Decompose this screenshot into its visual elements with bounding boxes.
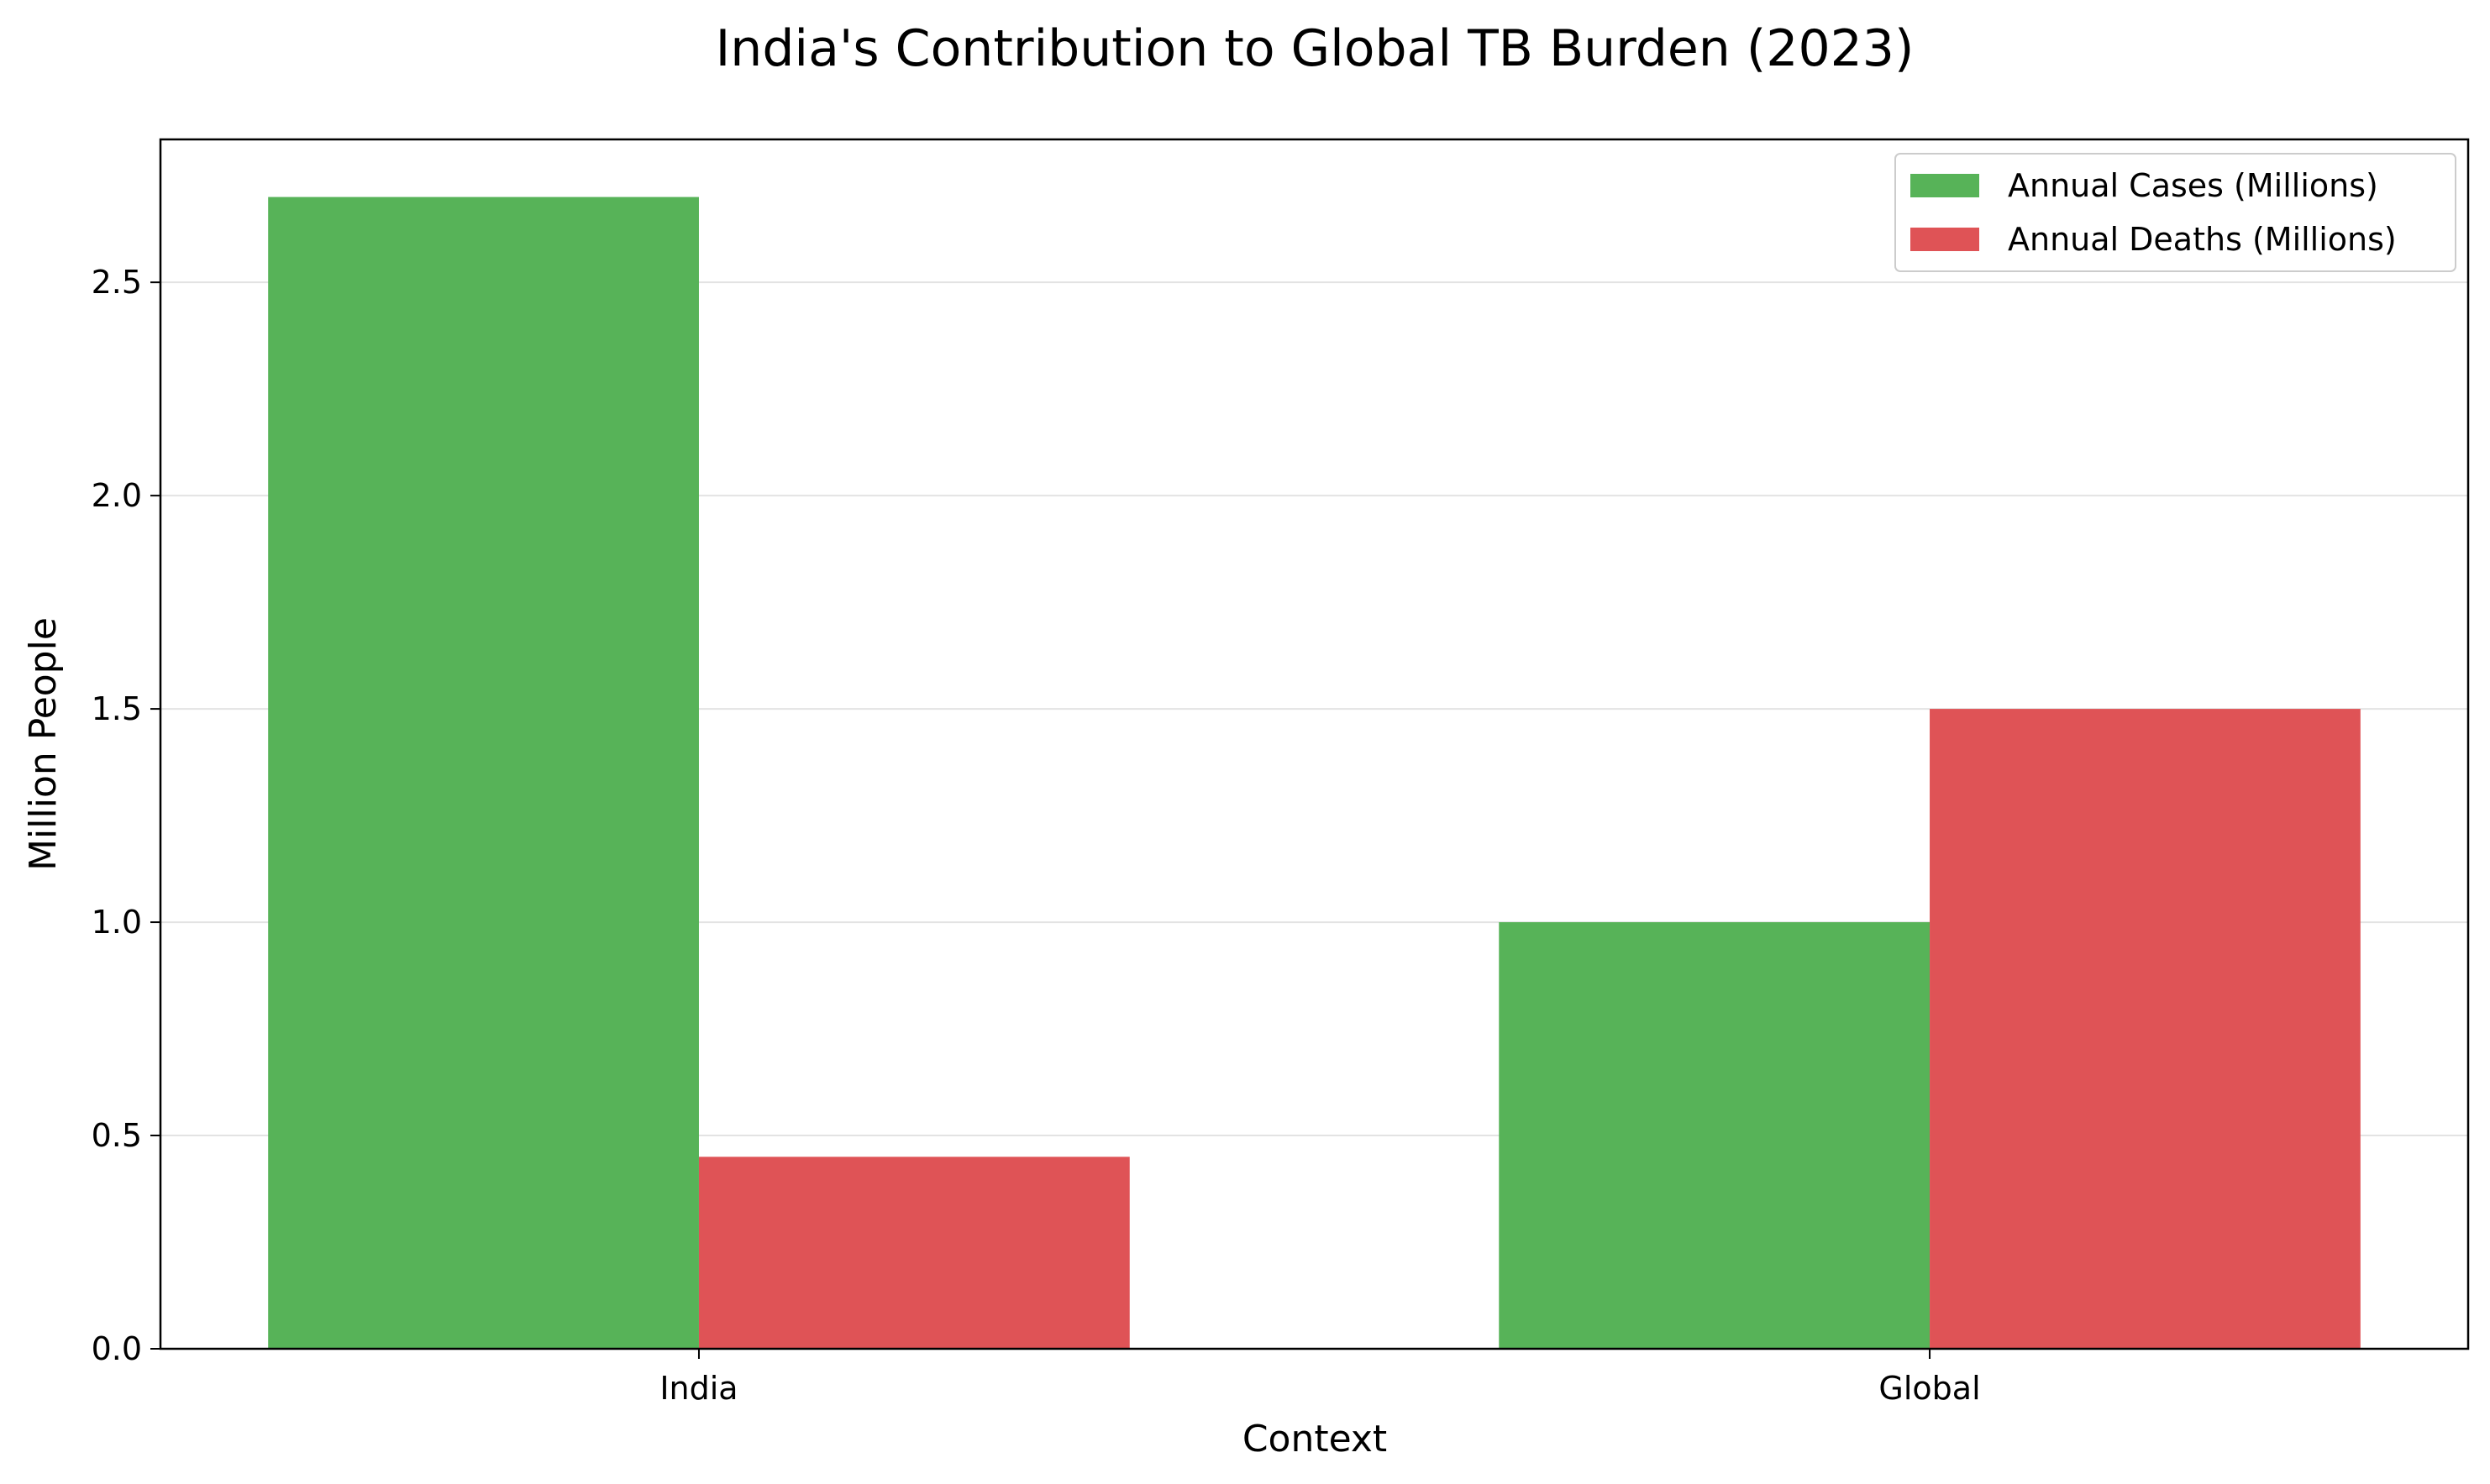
legend: Annual Cases (Millions) Annual Deaths (Mi… (1894, 153, 2456, 272)
legend-label: Annual Cases (Millions) (2008, 167, 2378, 204)
y-tick-label: 1.5 (92, 690, 142, 727)
bar-global-series-1 (1499, 922, 1931, 1349)
bar-global-series-2 (1930, 709, 2361, 1349)
chart-title: India's Contribution to Global TB Burden… (716, 19, 1915, 78)
y-tick-label: 2.0 (92, 477, 142, 514)
y-tick-label: 1.0 (92, 904, 142, 941)
legend-label: Annual Deaths (Millions) (2008, 221, 2397, 258)
x-axis-ticks: India Global (659, 1349, 1981, 1407)
y-axis-ticks: 0.0 0.5 1.0 1.5 2.0 2.5 (92, 264, 160, 1367)
legend-swatch (1910, 228, 1979, 251)
y-tick-label: 0.0 (92, 1330, 142, 1367)
bar-india-series-1 (268, 197, 699, 1350)
legend-box (1894, 153, 2456, 272)
y-tick-label: 0.5 (92, 1117, 142, 1154)
plot-area-frame (159, 138, 2470, 1350)
x-tick-label: Global (1878, 1370, 1980, 1407)
y-axis-label: Million People (22, 617, 65, 871)
bars (268, 197, 2361, 1350)
bar-india-series-2 (698, 1156, 1130, 1349)
legend-swatch (1910, 174, 1979, 197)
x-axis-label: Context (1242, 1418, 1387, 1460)
y-tick-label: 2.5 (92, 264, 142, 301)
x-tick-label: India (659, 1370, 738, 1407)
